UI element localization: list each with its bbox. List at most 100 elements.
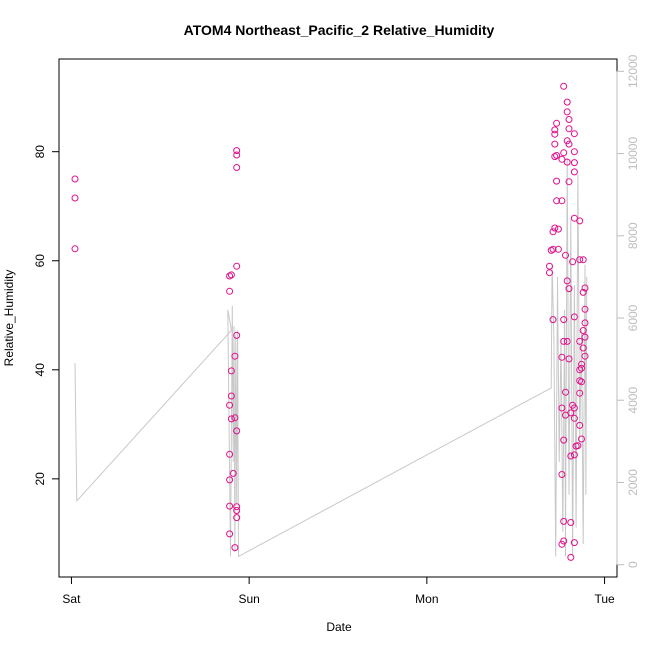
data-point [554,245,562,253]
data-point [226,272,234,280]
data-point [570,148,578,156]
chart-title: ATOM4 Northeast_Pacific_2 Relative_Humid… [184,22,495,38]
series-line [74,157,588,558]
y-tick-label: 80 [33,145,47,159]
data-point [581,305,589,313]
data-point [553,119,561,127]
y-tick-label: 60 [33,254,47,268]
data-point [570,130,578,138]
data-point [227,415,235,423]
data-point [233,427,241,435]
data-point [570,159,578,167]
data-point [227,271,235,279]
data-point [227,367,235,375]
data-point [563,137,571,145]
x-tick-label: Sat [62,592,81,606]
data-point [551,224,559,232]
data-point [567,409,575,417]
data-point [553,177,561,185]
data-point [562,388,569,396]
data-point [233,503,241,511]
data-point [560,316,568,324]
data-point [549,245,557,253]
data-point [226,502,234,510]
data-point [226,450,234,458]
data-point [579,288,587,296]
data-point [581,352,589,360]
y2-tick-label: 6000 [626,304,640,331]
y2-tick-label: 10000 [626,137,640,171]
x-axis-label: Date [326,620,352,634]
data-point [558,540,566,548]
data-point [576,337,584,345]
data-point [549,228,557,236]
data-point [570,214,578,222]
data-point [71,245,79,253]
data-point [570,404,578,412]
data-point [226,401,234,409]
data-point [581,284,589,292]
data-point [578,435,585,443]
data-point [229,469,237,477]
data-point [558,471,566,478]
data-point [578,360,585,368]
data-point [233,262,241,270]
data-point [576,256,584,264]
x-tick-label: Tue [594,592,615,606]
data-point [570,539,578,547]
data-point [574,442,582,450]
data-point [71,194,79,202]
y2-tick-label: 4000 [626,387,640,414]
data-point [233,147,241,155]
y2-tick-label: 0 [626,561,640,568]
data-point [226,287,234,295]
line-layer [74,157,588,558]
y2-tick-label: 8000 [626,222,640,249]
data-point [547,246,555,254]
data-point [576,217,584,225]
data-point [565,125,573,133]
data-point [560,436,568,444]
data-point [233,514,241,522]
data-point [560,337,568,345]
data-point [569,258,577,266]
data-point [558,197,566,205]
data-point [581,319,589,327]
data-point [570,451,578,459]
data-point [579,327,587,334]
data-point [570,313,578,321]
point-layer [71,82,589,561]
data-point [576,421,584,429]
y2-tick-label: 2000 [626,469,640,496]
data-point [231,544,239,552]
data-point [558,155,566,163]
data-point [581,333,589,341]
data-point [567,452,575,460]
data-point [565,140,573,148]
data-point [233,164,241,171]
data-point [563,337,571,345]
data-point [565,355,573,363]
data-point [578,364,585,372]
data-point [567,519,575,526]
data-point [546,269,553,277]
data-point [549,316,557,324]
data-point [551,130,559,138]
data-point [579,256,587,264]
axes-layer: Sat Sun Mon Tue 20 40 60 80 0 2000 4000 6000 8000 100… [33,54,640,606]
data-point [576,389,584,397]
y-tick-label: 40 [33,363,47,377]
data-point [562,251,569,259]
data-point [560,149,568,157]
data-point [570,414,578,422]
data-point [563,98,571,106]
data-point [226,476,234,484]
data-point [551,126,559,134]
data-point [227,392,235,400]
data-point [560,82,568,90]
data-point [560,517,568,525]
data-point [231,414,239,422]
data-point [558,404,566,412]
